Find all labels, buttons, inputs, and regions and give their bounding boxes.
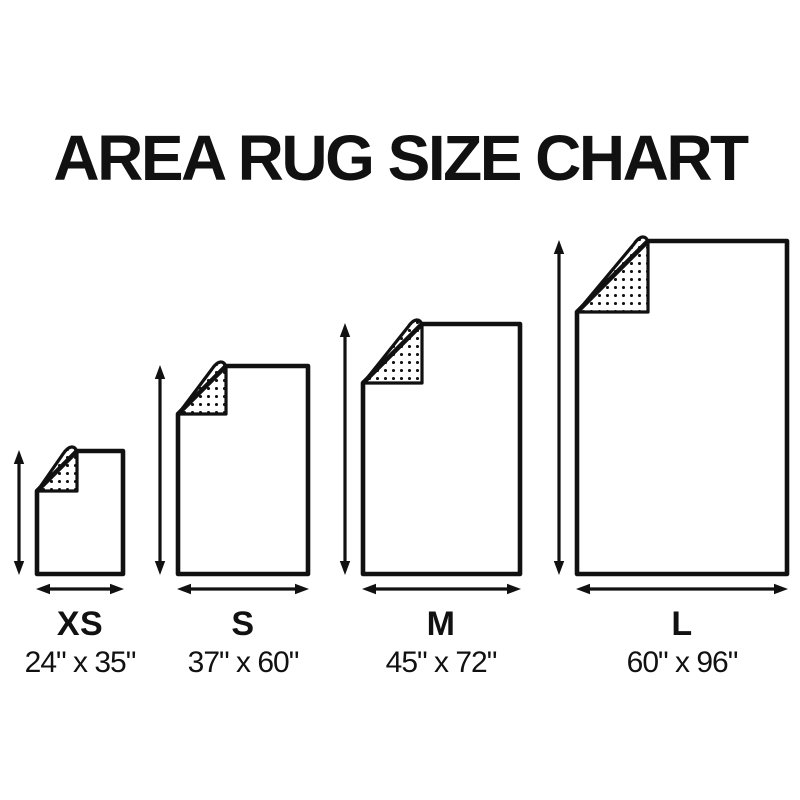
rug-fold-corner — [176, 360, 228, 416]
rug-fold-corner — [361, 318, 424, 385]
rug-figure-m — [339, 318, 523, 595]
size-dimensions: 60" x 96" — [626, 646, 739, 679]
height-arrow-icon — [154, 365, 166, 575]
chart-title: AREA RUG SIZE CHART — [53, 122, 749, 194]
height-arrow-icon — [13, 450, 25, 575]
rug-fold-corner — [35, 445, 79, 493]
size-dimensions: 37" x 60" — [187, 646, 300, 679]
size-label: XS — [56, 605, 104, 643]
width-arrow-icon — [576, 583, 788, 595]
rug-figure-s — [154, 360, 311, 595]
width-arrow-icon — [177, 583, 309, 595]
height-arrow-icon — [339, 323, 351, 575]
size-block-s: S 37" x 60" — [143, 604, 343, 682]
size-dimensions: 24" x 35" — [24, 646, 137, 679]
size-block-l: L 60" x 96" — [582, 604, 782, 682]
width-arrow-icon — [362, 583, 521, 595]
rug-fold-corner — [575, 235, 650, 314]
size-block-xs: XS 24" x 35" — [0, 604, 180, 682]
width-arrow-icon — [36, 583, 124, 595]
size-block-m: M 45" x 72" — [341, 604, 541, 682]
size-label: L — [671, 605, 693, 643]
height-arrow-icon — [553, 240, 565, 575]
rug-figure-xs — [13, 445, 126, 595]
size-label: S — [231, 605, 255, 643]
rug-figure-l — [553, 235, 790, 595]
size-label: M — [426, 605, 456, 643]
size-dimensions: 45" x 72" — [385, 646, 498, 679]
